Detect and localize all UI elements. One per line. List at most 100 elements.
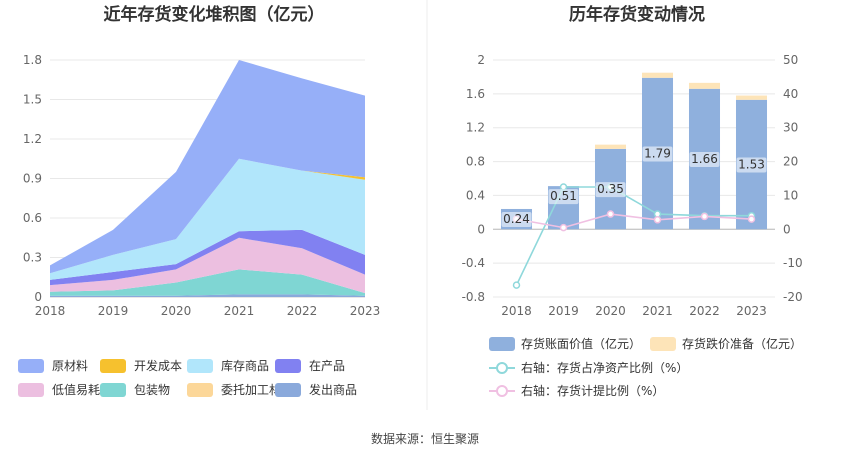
area-series-5 bbox=[50, 158, 365, 280]
right-y-tick-label: 1.2 bbox=[466, 121, 485, 135]
right-x-tick-label: 2019 bbox=[548, 304, 579, 318]
legend-swatch-2 bbox=[187, 383, 213, 397]
right-y-tick-label: 0.8 bbox=[466, 155, 485, 169]
right-y2-tick-label: 40 bbox=[783, 87, 798, 101]
legend-marker-1 bbox=[496, 385, 508, 397]
right-y2-tick-label: -10 bbox=[783, 256, 803, 270]
legend-label-1: 包装物 bbox=[134, 383, 170, 397]
area-series-4 bbox=[50, 229, 365, 286]
bar-impairment bbox=[735, 95, 768, 100]
right-x-tick-label: 2022 bbox=[689, 304, 720, 318]
line-point-1 bbox=[747, 215, 756, 223]
data-label-bg bbox=[736, 157, 767, 173]
legend-marker-0 bbox=[496, 362, 508, 374]
data-label-bg bbox=[642, 146, 673, 162]
line-point-0 bbox=[512, 281, 521, 289]
legend-label-7: 原材料 bbox=[52, 359, 88, 373]
area-series-0 bbox=[50, 294, 365, 297]
legend-label-4: 在产品 bbox=[309, 359, 345, 373]
right-data-labels: 0.24 0.51 0.35 1.79 1.66 1.53 bbox=[501, 146, 767, 227]
bar-data-label: 0.35 bbox=[597, 182, 624, 196]
line-series-1 bbox=[516, 213, 752, 229]
left-x-tick-label: 2018 bbox=[35, 304, 66, 318]
left-stacked-areas bbox=[50, 60, 365, 297]
right-y-tick-label: 0.4 bbox=[466, 188, 485, 202]
legend-swatch-7 bbox=[18, 359, 44, 373]
area-series-7 bbox=[50, 60, 365, 274]
right-bars bbox=[500, 72, 768, 230]
line-point-1 bbox=[606, 210, 615, 218]
bar-impairment bbox=[641, 72, 674, 78]
left-y-tick-label: 1.5 bbox=[23, 93, 42, 107]
right-y-tick-label: 1.6 bbox=[466, 87, 485, 101]
left-x-tick-label: 2020 bbox=[161, 304, 192, 318]
right-y2-tick-label: 50 bbox=[783, 53, 798, 67]
legend-swatch-3 bbox=[18, 383, 44, 397]
legend-label-bar-0: 存货账面价值（亿元） bbox=[521, 336, 641, 351]
legend-label-5: 库存商品 bbox=[221, 358, 269, 373]
line-point-1 bbox=[559, 223, 568, 232]
data-label-bg bbox=[548, 189, 579, 205]
right-x-tick-label: 2021 bbox=[642, 304, 673, 318]
right-gridlines bbox=[493, 59, 775, 298]
right-y2-tick-label: -20 bbox=[783, 290, 803, 304]
right-y2-tick-label: 20 bbox=[783, 155, 798, 169]
area-series-1 bbox=[50, 269, 365, 296]
left-axis-labels: 0 0.3 0.6 0.9 1.2 1.5 1.8 2018 2019 2020 2021 2022 2… bbox=[23, 53, 380, 318]
legend-swatch-6 bbox=[100, 359, 126, 373]
right-legend: 存货账面价值（亿元） 存货跌价准备（亿元） 右轴：存货占净资产比例（%） 右轴：存货计… bbox=[489, 336, 802, 398]
left-y-tick-label: 0.3 bbox=[23, 251, 42, 265]
left-x-tick-label: 2021 bbox=[224, 304, 255, 318]
area-series-3 bbox=[50, 237, 365, 294]
legend-swatch-bar-0 bbox=[489, 337, 515, 351]
bar-data-label: 1.66 bbox=[691, 152, 718, 166]
legend-label-6: 开发成本 bbox=[134, 358, 182, 373]
right-y2-tick-label: 0 bbox=[783, 222, 791, 236]
left-x-tick-label: 2019 bbox=[98, 304, 129, 318]
legend-label-0: 发出商品 bbox=[309, 382, 357, 397]
bar-impairment bbox=[688, 82, 721, 89]
right-axis-labels: -0.8 -0.4 0 0.4 0.8 1.2 1.6 2 -20 -10 0 10 20 30 40 50 2… bbox=[462, 53, 803, 318]
legend-label-line-1: 右轴：存货计提比例（%） bbox=[521, 383, 664, 398]
left-y-tick-label: 0 bbox=[34, 290, 42, 304]
data-source: 数据来源：恒生聚源 bbox=[371, 431, 479, 446]
right-x-tick-label: 2023 bbox=[736, 304, 767, 318]
bar-data-label: 1.79 bbox=[644, 147, 671, 161]
left-y-tick-label: 0.6 bbox=[23, 211, 42, 225]
right-y-tick-label: 2 bbox=[477, 53, 485, 67]
right-y2-tick-label: 30 bbox=[783, 121, 798, 135]
right-y-tick-label: 0 bbox=[477, 222, 485, 236]
legend-swatch-4 bbox=[275, 359, 301, 373]
data-label-bg bbox=[689, 152, 720, 168]
left-x-tick-label: 2023 bbox=[350, 304, 381, 318]
right-x-tick-label: 2018 bbox=[501, 304, 532, 318]
bar-impairment bbox=[594, 144, 627, 149]
right-y2-tick-label: 10 bbox=[783, 188, 798, 202]
legend-swatch-bar-1 bbox=[650, 337, 676, 351]
bar-data-label: 1.53 bbox=[738, 158, 765, 172]
left-x-tick-label: 2022 bbox=[287, 304, 318, 318]
left-y-tick-label: 1.2 bbox=[23, 132, 42, 146]
right-y-tick-label: -0.4 bbox=[462, 256, 485, 270]
line-point-1 bbox=[700, 212, 709, 221]
left-chart-title: 近年存货变化堆积图（亿元） bbox=[104, 4, 325, 25]
left-y-tick-label: 1.8 bbox=[23, 53, 42, 67]
bar-data-label: 0.51 bbox=[550, 189, 577, 203]
legend-label-bar-1: 存货跌价准备（亿元） bbox=[682, 336, 802, 351]
legend-swatch-1 bbox=[100, 383, 126, 397]
legend-swatch-5 bbox=[187, 359, 213, 373]
legend-swatch-0 bbox=[275, 383, 301, 397]
right-y-tick-label: -0.8 bbox=[462, 290, 485, 304]
legend-label-line-0: 右轴：存货占净资产比例（%） bbox=[521, 360, 688, 375]
legend-label-3: 低值易耗品 bbox=[52, 382, 112, 397]
data-label-bg bbox=[501, 211, 532, 227]
left-y-tick-label: 0.9 bbox=[23, 172, 42, 186]
right-chart-title: 历年存货变动情况 bbox=[569, 4, 705, 25]
data-label-bg bbox=[595, 182, 626, 198]
line-point-1 bbox=[653, 216, 662, 224]
bar-data-label: 0.24 bbox=[503, 212, 530, 226]
right-x-tick-label: 2020 bbox=[595, 304, 626, 318]
